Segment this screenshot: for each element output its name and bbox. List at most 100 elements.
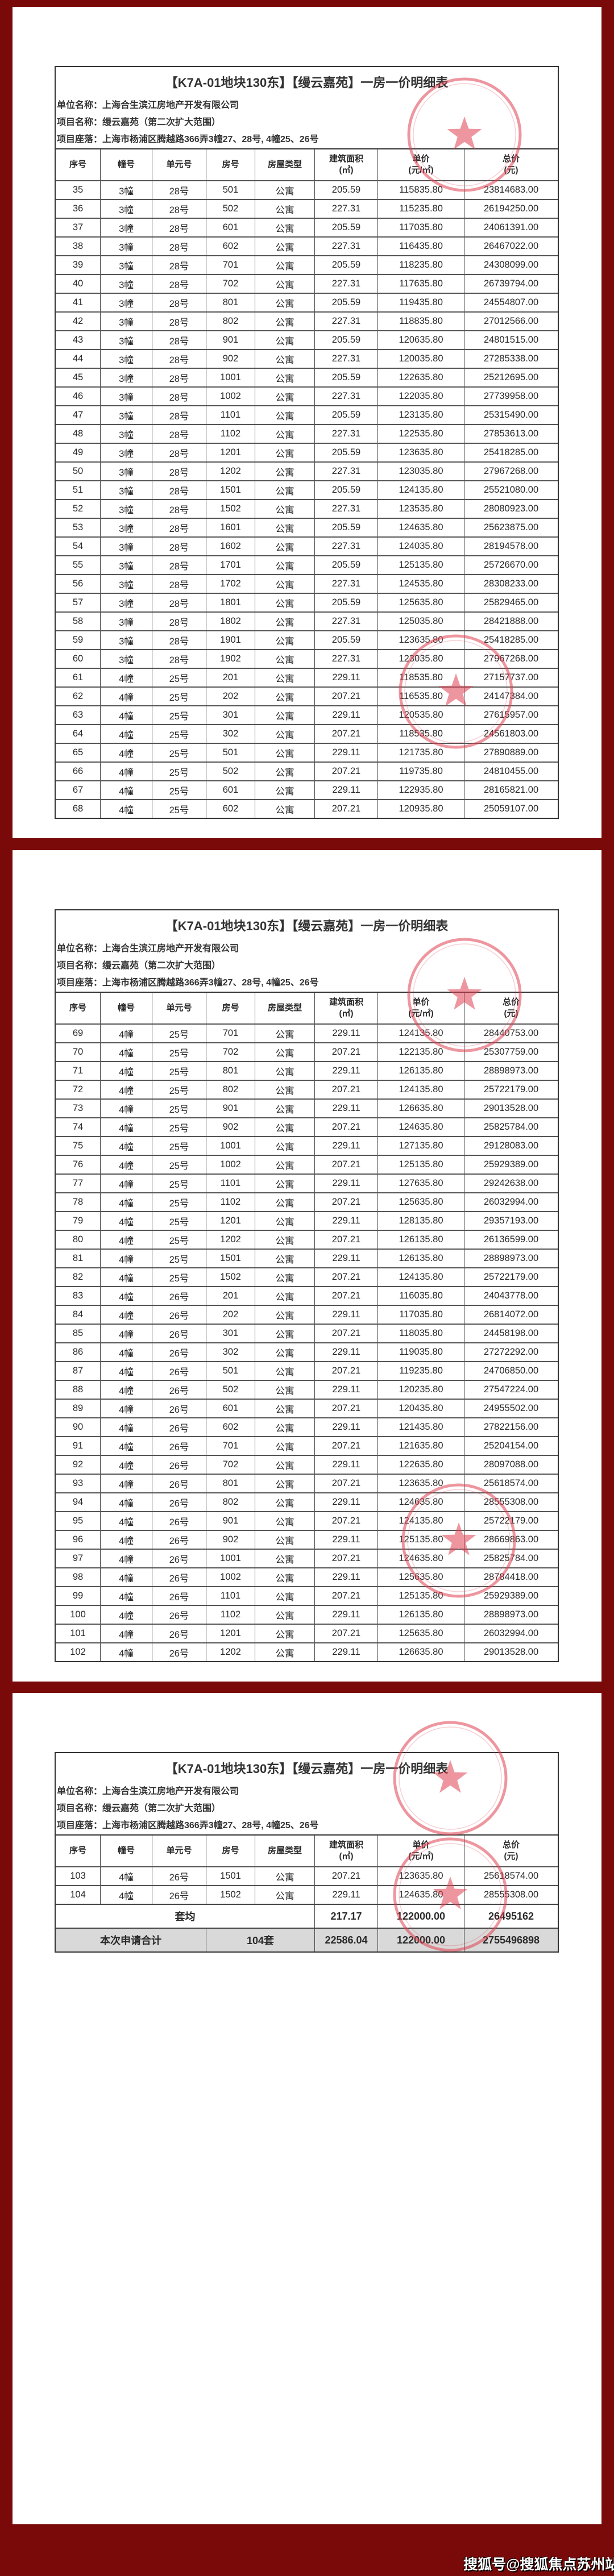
cell-unit: 28号 — [152, 219, 206, 236]
header-unit-price: 单价 (元/㎡) — [378, 993, 464, 1023]
cell-seq: 73 — [56, 1100, 101, 1117]
header-unit: (元/㎡) — [408, 165, 434, 175]
cell-building: 3幢 — [101, 500, 152, 518]
cell-unit-price: 118835.80 — [378, 313, 464, 330]
cell-area: 229.11 — [315, 1025, 378, 1042]
cell-type: 公寓 — [255, 1606, 315, 1624]
table-row: 43 3幢 28号 901 公寓 205.59 120635.80 24801515.00 — [56, 330, 558, 349]
cell-room: 602 — [206, 1418, 255, 1436]
cell-building: 4幢 — [101, 1418, 152, 1436]
cell-unit-price: 124635.80 — [378, 1493, 464, 1511]
cell-area: 207.21 — [315, 1512, 378, 1530]
cell-type: 公寓 — [255, 744, 315, 761]
header-label: 幢号 — [117, 1003, 135, 1013]
cell-room: 1801 — [206, 594, 255, 611]
cell-unit: 25号 — [152, 1212, 206, 1230]
cell-seq: 37 — [56, 219, 101, 236]
cell-room: 901 — [206, 331, 255, 349]
cell-total-price: 25722179.00 — [483, 1084, 539, 1095]
table-title: 【K7A-01地块130东】【缦云嘉苑】一房一价明细表 — [56, 910, 558, 940]
table-row: 67 4幢 25号 601 公寓 229.11 122935.80 28165821.00 — [56, 780, 558, 799]
cell-total-price: 25618574.00 — [483, 1871, 539, 1881]
cell-unit-price: 124635.80 — [378, 1118, 464, 1136]
cell-unit: 28号 — [152, 538, 206, 555]
cell-total-price: 27272292.00 — [483, 1347, 539, 1357]
cell-unit: 25号 — [152, 1025, 206, 1042]
cell-unit-price: 119235.80 — [378, 1362, 464, 1380]
cell-room: 302 — [206, 1343, 255, 1361]
cell-area: 227.31 — [315, 275, 378, 293]
cell-type: 公寓 — [255, 650, 315, 668]
cell-unit-price: 123035.80 — [378, 463, 464, 480]
cell-building: 4幢 — [101, 1231, 152, 1249]
cell-room: 301 — [206, 1325, 255, 1342]
cell-unit-price: 124135.80 — [378, 1512, 464, 1530]
cell-unit: 25号 — [152, 1118, 206, 1136]
table-row: 40 3幢 28号 702 公寓 227.31 117635.80 26739794.00 — [56, 274, 558, 293]
cell-building: 4幢 — [101, 1643, 152, 1661]
header-total-price: 总价 (元) — [464, 149, 558, 180]
price-table: 【K7A-01地块130东】【缦云嘉苑】一房一价明细表 单位名称：上海合生滨江房地… — [55, 1752, 559, 1953]
header-room: 房号 — [206, 149, 255, 180]
cell-seq: 94 — [56, 1493, 101, 1511]
cell-seq: 41 — [56, 294, 101, 311]
cell-seq: 49 — [56, 444, 101, 461]
table-row: 65 4幢 25号 501 公寓 229.11 121735.80 27890889.00 — [56, 743, 558, 761]
cell-type: 公寓 — [255, 1137, 315, 1155]
cell-unit-price: 126635.80 — [378, 1100, 464, 1117]
cell-unit-price: 118035.80 — [378, 1325, 464, 1342]
cell-total-price: 25929389.00 — [483, 1159, 539, 1170]
cell-room: 1102 — [206, 1606, 255, 1624]
cell-unit: 26号 — [152, 1325, 206, 1342]
cell-type: 公寓 — [255, 1568, 315, 1586]
cell-area: 229.11 — [315, 706, 378, 724]
cell-unit-price: 124135.80 — [378, 1081, 464, 1098]
header-label: 总价 — [502, 1840, 520, 1850]
cell-seq: 87 — [56, 1362, 101, 1380]
cell-total-price: 26194250.00 — [483, 203, 539, 214]
cell-room: 801 — [206, 294, 255, 311]
cell-type: 公寓 — [255, 350, 315, 368]
cell-type: 公寓 — [255, 669, 315, 686]
cell-unit: 28号 — [152, 200, 206, 218]
cell-room: 1902 — [206, 650, 255, 668]
cell-unit: 28号 — [152, 519, 206, 536]
cell-unit: 26号 — [152, 1306, 206, 1324]
document-page-3: 【K7A-01地块130东】【缦云嘉苑】一房一价明细表 单位名称：上海合生滨江房地… — [13, 1693, 601, 2524]
cell-building: 4幢 — [101, 1118, 152, 1136]
cell-area: 207.21 — [315, 1268, 378, 1286]
cell-type: 公寓 — [255, 1531, 315, 1549]
cell-building: 4幢 — [101, 1062, 152, 1080]
cell-room: 1101 — [206, 406, 255, 424]
cell-building: 3幢 — [101, 219, 152, 236]
cell-room: 1202 — [206, 463, 255, 480]
cell-area: 205.59 — [315, 594, 378, 611]
cell-unit: 26号 — [152, 1418, 206, 1436]
header-label: 房号 — [222, 1003, 239, 1013]
cell-room: 1002 — [206, 1568, 255, 1586]
table-row: 76 4幢 25号 1002 公寓 207.21 125135.80 25929389.00 — [56, 1155, 558, 1173]
cell-unit-price: 124635.80 — [378, 519, 464, 536]
cell-room: 502 — [206, 200, 255, 218]
cell-area: 229.11 — [315, 1250, 378, 1267]
cell-room: 1501 — [206, 481, 255, 499]
cell-type: 公寓 — [255, 238, 315, 255]
cell-unit-price: 125135.80 — [378, 1156, 464, 1173]
cell-area: 229.11 — [315, 1306, 378, 1324]
cell-building: 4幢 — [101, 1100, 152, 1117]
cell-building: 4幢 — [101, 1606, 152, 1624]
header-building: 幢号 — [101, 149, 152, 180]
table-row: 44 3幢 28号 902 公寓 227.31 120035.80 27285338.00 — [56, 349, 558, 368]
cell-room: 202 — [206, 688, 255, 705]
cell-seq: 93 — [56, 1475, 101, 1492]
header-unit: (㎡) — [339, 1009, 354, 1018]
header-label: 房号 — [222, 160, 239, 169]
cell-unit: 25号 — [152, 1137, 206, 1155]
cell-room: 501 — [206, 744, 255, 761]
cell-seq: 102 — [56, 1643, 101, 1661]
cell-seq: 50 — [56, 463, 101, 480]
cell-seq: 68 — [56, 800, 101, 818]
cell-area: 205.59 — [315, 556, 378, 574]
header-type: 房屋类型 — [255, 1836, 315, 1866]
cell-unit: 25号 — [152, 1175, 206, 1192]
